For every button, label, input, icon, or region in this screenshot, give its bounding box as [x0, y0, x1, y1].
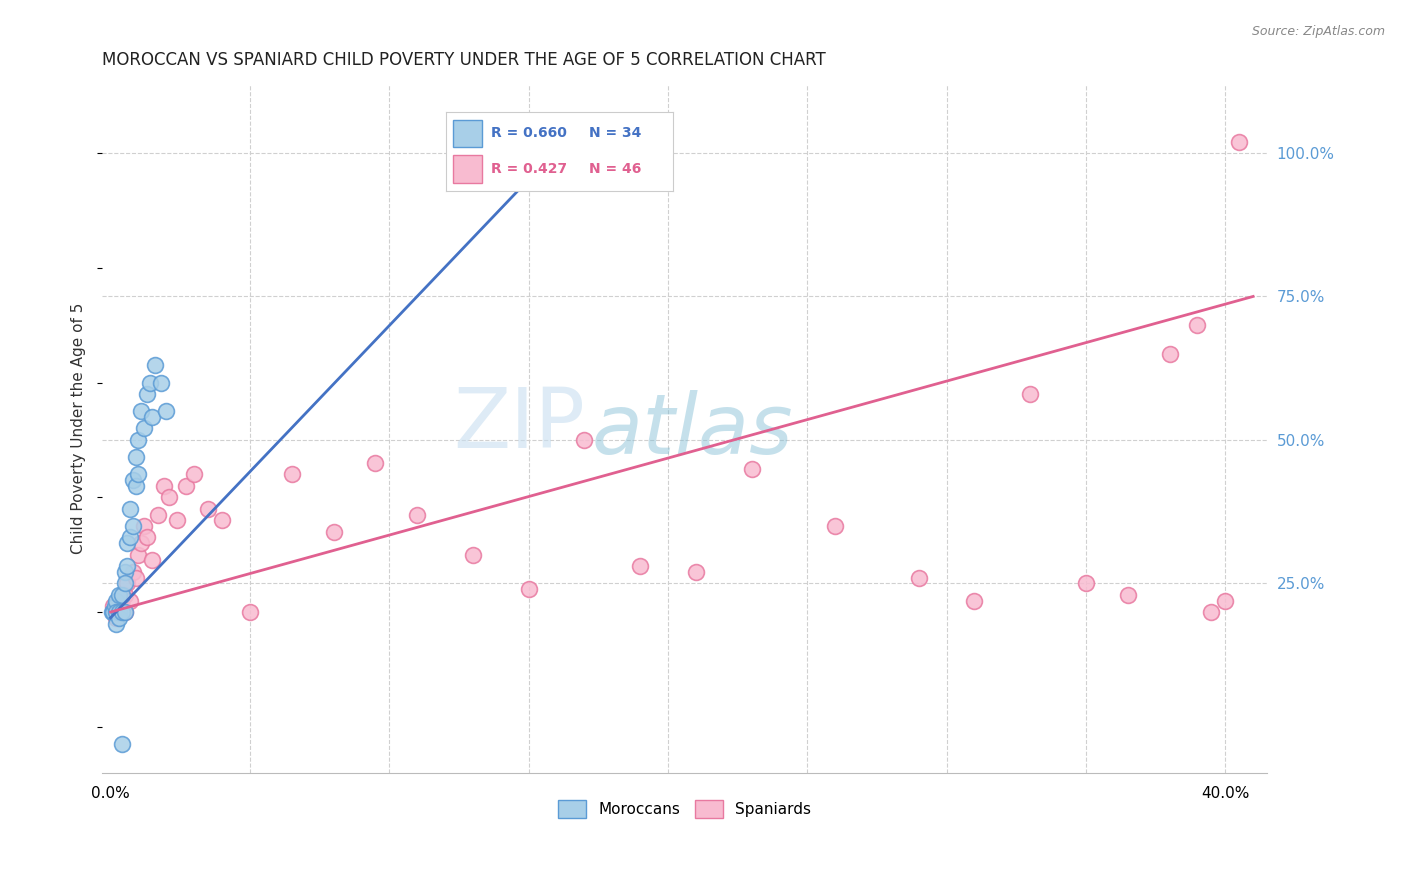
Point — [1019, 387, 1042, 401]
Point — [141, 409, 163, 424]
Text: MOROCCAN VS SPANIARD CHILD POVERTY UNDER THE AGE OF 5 CORRELATION CHART: MOROCCAN VS SPANIARD CHILD POVERTY UNDER… — [103, 51, 825, 69]
Y-axis label: Child Poverty Under the Age of 5: Child Poverty Under the Age of 5 — [72, 302, 86, 554]
Point — [364, 456, 387, 470]
Point — [517, 582, 540, 596]
Point — [149, 376, 172, 390]
Point — [174, 479, 197, 493]
Point — [211, 513, 233, 527]
Point — [108, 605, 131, 619]
Point — [1213, 593, 1236, 607]
Point — [121, 519, 143, 533]
Point — [129, 536, 152, 550]
Point — [132, 421, 155, 435]
Point — [138, 376, 160, 390]
Point — [127, 433, 149, 447]
Point — [124, 571, 146, 585]
Point — [129, 404, 152, 418]
Point — [239, 605, 262, 619]
Point — [907, 571, 929, 585]
Point — [114, 605, 136, 619]
Point — [152, 479, 174, 493]
Point — [1074, 576, 1097, 591]
Point — [628, 559, 651, 574]
Point — [121, 473, 143, 487]
Point — [124, 479, 146, 493]
Point — [546, 135, 568, 149]
Point — [1116, 588, 1139, 602]
Point — [132, 519, 155, 533]
Point — [105, 593, 128, 607]
Point — [121, 565, 143, 579]
Point — [135, 531, 157, 545]
Point — [135, 387, 157, 401]
Point — [120, 593, 142, 607]
Point — [117, 536, 139, 550]
Point — [114, 588, 136, 602]
Point — [127, 467, 149, 482]
Point — [157, 491, 180, 505]
Text: ZIP: ZIP — [454, 384, 586, 466]
Point — [1187, 318, 1209, 333]
Point — [114, 576, 136, 591]
Point — [280, 467, 302, 482]
Point — [114, 605, 136, 619]
Point — [963, 593, 986, 607]
Point — [166, 513, 188, 527]
Point — [108, 605, 131, 619]
Point — [143, 359, 166, 373]
Point — [120, 501, 142, 516]
Text: Source: ZipAtlas.com: Source: ZipAtlas.com — [1251, 25, 1385, 38]
Point — [101, 605, 124, 619]
Point — [105, 611, 128, 625]
Legend: Moroccans, Spaniards: Moroccans, Spaniards — [553, 794, 817, 823]
Point — [103, 605, 125, 619]
Point — [117, 576, 139, 591]
Point — [108, 588, 131, 602]
Point — [111, 737, 134, 751]
Point — [197, 501, 219, 516]
Point — [183, 467, 205, 482]
Point — [111, 588, 134, 602]
Point — [1227, 135, 1250, 149]
Point — [108, 611, 131, 625]
Point — [406, 508, 429, 522]
Point — [574, 433, 596, 447]
Point — [1159, 347, 1181, 361]
Point — [740, 461, 762, 475]
Point — [322, 524, 344, 539]
Point — [124, 450, 146, 464]
Point — [114, 565, 136, 579]
Point — [461, 548, 484, 562]
Point — [141, 553, 163, 567]
Point — [120, 531, 142, 545]
Point — [111, 599, 134, 614]
Point — [104, 599, 127, 614]
Point — [146, 508, 169, 522]
Point — [155, 404, 177, 418]
Point — [111, 605, 134, 619]
Text: atlas: atlas — [592, 390, 793, 471]
Point — [103, 599, 125, 614]
Point — [105, 616, 128, 631]
Point — [127, 548, 149, 562]
Point — [685, 565, 707, 579]
Point — [108, 593, 131, 607]
Point — [1201, 605, 1223, 619]
Point — [824, 519, 846, 533]
Point — [105, 605, 128, 619]
Point — [117, 559, 139, 574]
